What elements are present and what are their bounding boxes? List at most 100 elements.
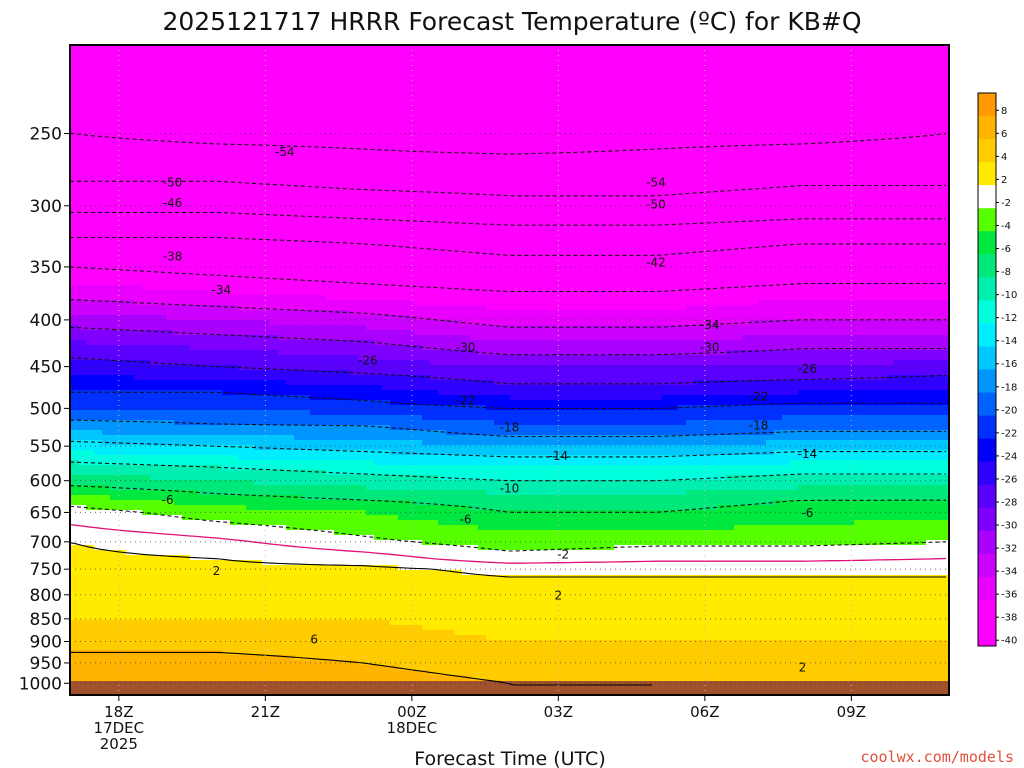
colorbar-label: -32 — [1001, 544, 1017, 555]
contour-label: -46 — [163, 196, 183, 210]
colorbar-label: -24 — [1001, 451, 1017, 462]
contour-label: -54 — [275, 145, 295, 159]
contour-label: -22 — [456, 393, 476, 407]
contour-label: -54 — [646, 176, 666, 190]
colorbar-swatch — [978, 438, 996, 463]
y-tick-label: 400 — [30, 311, 62, 331]
colorbar-swatch — [978, 622, 996, 647]
colorbar-label: -14 — [1001, 336, 1017, 347]
colorbar-swatch — [978, 392, 996, 417]
contour-label: -6 — [801, 506, 813, 520]
contour-label: 6 — [310, 632, 318, 646]
colorbar-label: -10 — [1001, 290, 1017, 301]
colorbar-label: 8 — [1001, 106, 1007, 117]
x-tick-label: 00Z — [397, 703, 426, 721]
colorbar-label: -26 — [1001, 474, 1017, 485]
gridlines — [70, 45, 949, 695]
contour-label: -50 — [163, 176, 183, 190]
colorbar-swatch — [978, 300, 996, 324]
colorbar-swatch — [978, 461, 996, 486]
x-tick-label: 2025 — [100, 735, 138, 753]
contour-labels: -54-54-50-50-46-42-38-34-34-30 -30-26-26-… — [162, 145, 818, 674]
x-tick-label: 21Z — [251, 703, 280, 721]
contour-label: -26 — [358, 353, 378, 367]
colorbar-label: -2 — [1001, 198, 1011, 209]
contour-label: -18 — [500, 421, 520, 435]
contour-label: -26 — [798, 362, 818, 376]
colorbar-swatch — [978, 346, 996, 370]
x-axis-label: Forecast Time (UTC) — [414, 748, 605, 768]
colorbar-swatch — [978, 553, 996, 578]
colorbar-swatch — [978, 369, 996, 394]
x-tick-label: 06Z — [690, 703, 719, 721]
contour-label: -6 — [460, 513, 472, 527]
contour-label: -30 — [700, 341, 720, 355]
colorbar-label: -38 — [1001, 613, 1017, 624]
contour-label: -10 — [500, 482, 520, 496]
y-tick-label: 850 — [30, 610, 62, 630]
credit-text: coolwx.com/models — [860, 748, 1014, 766]
contour-label: -18 — [749, 418, 769, 432]
plot-frame — [69, 44, 950, 696]
y-tick-label: 950 — [30, 654, 62, 674]
contour-label: 2 — [555, 588, 563, 602]
contour-label: -34 — [700, 318, 720, 332]
ground-band — [70, 681, 949, 695]
colorbar-label: -4 — [1001, 221, 1011, 232]
y-tick-label: 300 — [30, 197, 62, 217]
y-tick-label: 500 — [30, 399, 62, 419]
y-tick-label: 900 — [30, 632, 62, 652]
contour-label: 2 — [213, 564, 221, 578]
contour-label: -14 — [798, 447, 818, 461]
x-tick-label: 18DEC — [387, 719, 438, 737]
colorbar-label: -12 — [1001, 313, 1017, 324]
y-tick-label: 250 — [30, 124, 62, 144]
y-tick-label: 550 — [30, 437, 62, 457]
x-tick-label: 18Z — [104, 703, 133, 721]
y-tick-label: 650 — [30, 503, 62, 523]
y-tick-label: 600 — [30, 472, 62, 492]
y-tick-label: 450 — [30, 358, 62, 378]
colorbar-swatch — [978, 323, 996, 347]
colorbar-label: -30 — [1001, 521, 1017, 532]
colorbar-label: -34 — [1001, 567, 1017, 578]
contour-label: -38 — [163, 250, 183, 264]
colorbar-label: -6 — [1001, 244, 1011, 255]
contour-label: -22 — [749, 389, 769, 403]
colorbar-swatch — [978, 185, 996, 209]
y-tick-label: 800 — [30, 586, 62, 606]
contour-label: -50 — [646, 197, 666, 211]
colorbar-swatch — [978, 484, 996, 509]
colorbar-swatch — [978, 139, 996, 163]
colorbar-label: 6 — [1001, 129, 1007, 140]
colorbar-swatch — [978, 116, 996, 140]
colorbar-swatch — [978, 93, 996, 117]
colorbar-label: -18 — [1001, 382, 1017, 393]
contour-label: -6 — [162, 493, 174, 507]
y-tick-label: 1000 — [19, 674, 62, 694]
colorbar-swatch — [978, 277, 996, 301]
x-tick-label: 17DEC — [94, 719, 145, 737]
colorbar-label: -20 — [1001, 405, 1017, 416]
y-tick-label: 700 — [30, 533, 62, 553]
contour-label: -14 — [549, 449, 569, 463]
colorbar-label: 2 — [1001, 175, 1007, 186]
contour-label: -42 — [646, 255, 666, 269]
colorbar-label: -36 — [1001, 590, 1017, 601]
colorbar-label: -8 — [1001, 267, 1011, 278]
colorbar: 8 6 4 2 -2 -4 -6 -8 -10 -12 -14 -16 -18 -20 -22 -24 -26 -… — [977, 92, 1017, 647]
heatmap-area — [70, 45, 949, 695]
x-tick-label: 03Z — [544, 703, 573, 721]
colorbar-swatch — [978, 415, 996, 440]
y-tick-label: 750 — [30, 560, 62, 580]
colorbar-label: -40 — [1001, 636, 1017, 647]
x-tick-label: 09Z — [837, 703, 866, 721]
contour-label: -34 — [212, 283, 232, 297]
contour-label: -2 — [557, 548, 569, 562]
colorbar-label: -28 — [1001, 497, 1017, 508]
colorbar-swatch — [978, 231, 996, 255]
colorbar-swatch — [978, 162, 996, 186]
colorbar-swatch — [978, 507, 996, 532]
